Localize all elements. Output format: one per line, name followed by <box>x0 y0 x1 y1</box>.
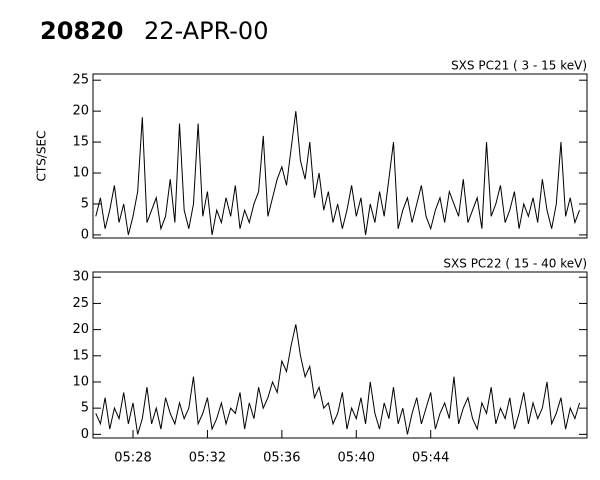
y-tick-label: 20 <box>72 322 89 337</box>
y-tick-label: 5 <box>81 401 89 416</box>
y-tick-label: 20 <box>72 104 89 119</box>
y-tick-label: 10 <box>72 166 89 181</box>
y-tick-label: 25 <box>72 296 89 311</box>
x-tick-label: 05:28 <box>114 451 151 466</box>
panel-title: SXS PC21 ( 3 - 15 keV) <box>451 59 587 73</box>
y-tick-label: 0 <box>81 427 89 442</box>
x-tick-label: 05:36 <box>263 451 300 466</box>
y-tick-label: 0 <box>81 227 89 242</box>
data-line <box>95 324 581 435</box>
x-tick-label: 05:44 <box>412 451 449 466</box>
y-tick-label: 30 <box>72 270 89 285</box>
y-tick-label: 5 <box>81 196 89 211</box>
observation-date: 22-APR-00 <box>144 17 268 45</box>
panel-title: SXS PC22 ( 15 - 40 keV) <box>443 257 587 271</box>
y-tick-label: 25 <box>72 73 89 88</box>
y-tick-label: 10 <box>72 374 89 389</box>
y-axis-label: CTS/SEC <box>35 131 49 182</box>
plot-frame <box>92 73 588 239</box>
x-tick-label: 05:32 <box>189 451 226 466</box>
y-tick-label: 15 <box>72 348 89 363</box>
plot-frame <box>92 271 588 439</box>
x-tick-label: 05:40 <box>338 451 375 466</box>
observation-id: 20820 <box>40 17 124 45</box>
data-line <box>95 111 581 236</box>
y-tick-label: 15 <box>72 135 89 150</box>
